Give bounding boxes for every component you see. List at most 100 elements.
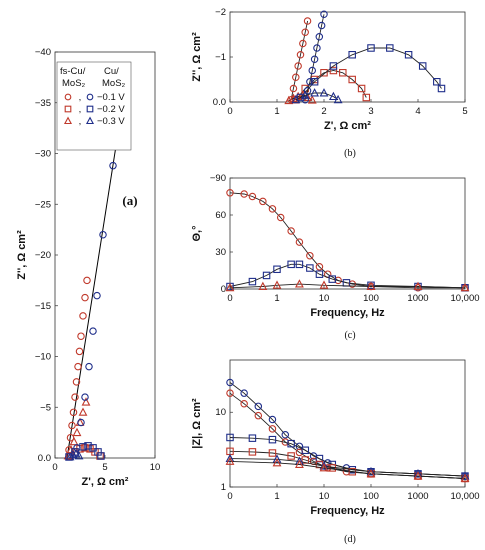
data-point bbox=[433, 78, 441, 86]
x-tick-label: 4 bbox=[415, 106, 420, 117]
data-point bbox=[226, 389, 234, 397]
y-tick-label: 60 bbox=[215, 210, 226, 221]
data-point bbox=[99, 230, 107, 239]
data-point bbox=[287, 439, 295, 448]
y-tick-label: −30 bbox=[35, 149, 51, 160]
fit-line bbox=[66, 133, 119, 459]
y-tick-label: 30 bbox=[215, 247, 226, 258]
legend-marker-cu bbox=[86, 105, 94, 113]
data-point bbox=[301, 456, 310, 464]
data-point bbox=[301, 446, 310, 455]
data-point bbox=[348, 50, 356, 59]
data-point bbox=[315, 263, 324, 271]
data-point bbox=[287, 260, 295, 269]
x-tick-label: 100 bbox=[363, 491, 379, 502]
data-point bbox=[296, 93, 305, 102]
data-point bbox=[268, 425, 277, 433]
data-point bbox=[301, 28, 309, 36]
data-point bbox=[259, 197, 267, 206]
x-tick-label: 10 bbox=[319, 293, 330, 304]
data-point bbox=[248, 434, 257, 442]
data-point bbox=[320, 69, 328, 77]
data-point bbox=[276, 213, 285, 222]
data-point bbox=[308, 66, 316, 75]
data-point bbox=[295, 459, 304, 468]
legend-marker-cu bbox=[86, 93, 94, 101]
x-tick-label: 5 bbox=[462, 106, 467, 117]
data-point bbox=[319, 280, 329, 289]
data-point bbox=[299, 39, 307, 48]
data-point bbox=[68, 450, 78, 459]
data-point bbox=[437, 84, 446, 93]
legend-header-right-2: MoS₂ bbox=[102, 78, 126, 89]
data-point bbox=[413, 471, 423, 480]
y-tick-label: −15 bbox=[35, 301, 51, 312]
legend-entry-label: −0.2 V bbox=[97, 104, 125, 115]
x-tick-label: 100 bbox=[363, 293, 379, 304]
fit-curve bbox=[229, 458, 466, 477]
data-point bbox=[74, 362, 82, 371]
data-point bbox=[303, 17, 312, 25]
data-point bbox=[226, 189, 234, 197]
x-tick-label: 1 bbox=[274, 293, 279, 304]
data-point bbox=[272, 458, 282, 467]
series-a-2 bbox=[63, 397, 91, 460]
data-point bbox=[89, 444, 97, 452]
data-point bbox=[262, 271, 271, 280]
data-point bbox=[306, 251, 314, 260]
data-point bbox=[294, 62, 302, 70]
fit-curve bbox=[229, 460, 466, 479]
data-point bbox=[460, 471, 470, 480]
panel-label-d: (d) bbox=[344, 534, 356, 545]
data-point bbox=[367, 44, 375, 52]
data-point bbox=[254, 411, 263, 420]
data-point bbox=[68, 421, 76, 430]
y-axis-label: Z'', Ω cm² bbox=[16, 230, 28, 280]
data-point bbox=[319, 88, 329, 97]
data-point bbox=[295, 260, 304, 269]
y-tick-label: 1 bbox=[221, 482, 226, 493]
x-axis-label: Z', Ω cm² bbox=[82, 476, 129, 488]
data-point bbox=[339, 69, 347, 77]
data-point bbox=[272, 454, 282, 463]
y-axis-label: Θ,° bbox=[191, 225, 203, 241]
x-tick-label: 1 bbox=[274, 106, 279, 117]
fit-curve bbox=[229, 192, 465, 289]
data-point bbox=[84, 442, 92, 450]
data-point bbox=[109, 161, 117, 170]
data-point bbox=[248, 448, 257, 456]
x-tick-label: 0 bbox=[227, 491, 232, 502]
data-point bbox=[71, 393, 79, 401]
series-d-2 bbox=[226, 433, 469, 480]
series-b-5 bbox=[291, 88, 343, 104]
y-tick-label: −90 bbox=[210, 173, 226, 184]
data-point bbox=[81, 393, 89, 401]
data-point bbox=[287, 227, 295, 235]
x-tick-label: 5 bbox=[102, 462, 107, 473]
series-b-4 bbox=[296, 44, 446, 102]
series-d-0 bbox=[226, 378, 469, 480]
data-point bbox=[301, 96, 309, 104]
data-point bbox=[75, 347, 84, 356]
data-point bbox=[93, 291, 101, 300]
data-point bbox=[319, 461, 329, 470]
x-tick-label: 0 bbox=[227, 106, 232, 117]
data-point bbox=[413, 281, 423, 290]
chart-c: 0 1 10 100 1000 10,000 0 30 60 −90 Frequency, Hz Θ,… bbox=[191, 173, 480, 319]
y-tick-label: −20 bbox=[35, 250, 51, 261]
y-tick-label: −2 bbox=[215, 7, 226, 18]
data-point bbox=[328, 275, 337, 283]
data-point bbox=[281, 431, 290, 439]
data-point bbox=[295, 238, 304, 246]
x-tick-label: 0 bbox=[52, 462, 57, 473]
data-point bbox=[89, 327, 97, 335]
y-axis-label: |Z|, Ω cm² bbox=[191, 398, 203, 449]
x-tick-label: 1000 bbox=[407, 293, 428, 304]
data-point bbox=[310, 88, 320, 97]
series-b-3 bbox=[301, 10, 328, 104]
data-point bbox=[287, 452, 295, 460]
data-point bbox=[295, 279, 304, 288]
data-point bbox=[268, 415, 277, 424]
x-axis-label: Frequency, Hz bbox=[310, 307, 385, 319]
data-point bbox=[315, 270, 324, 278]
